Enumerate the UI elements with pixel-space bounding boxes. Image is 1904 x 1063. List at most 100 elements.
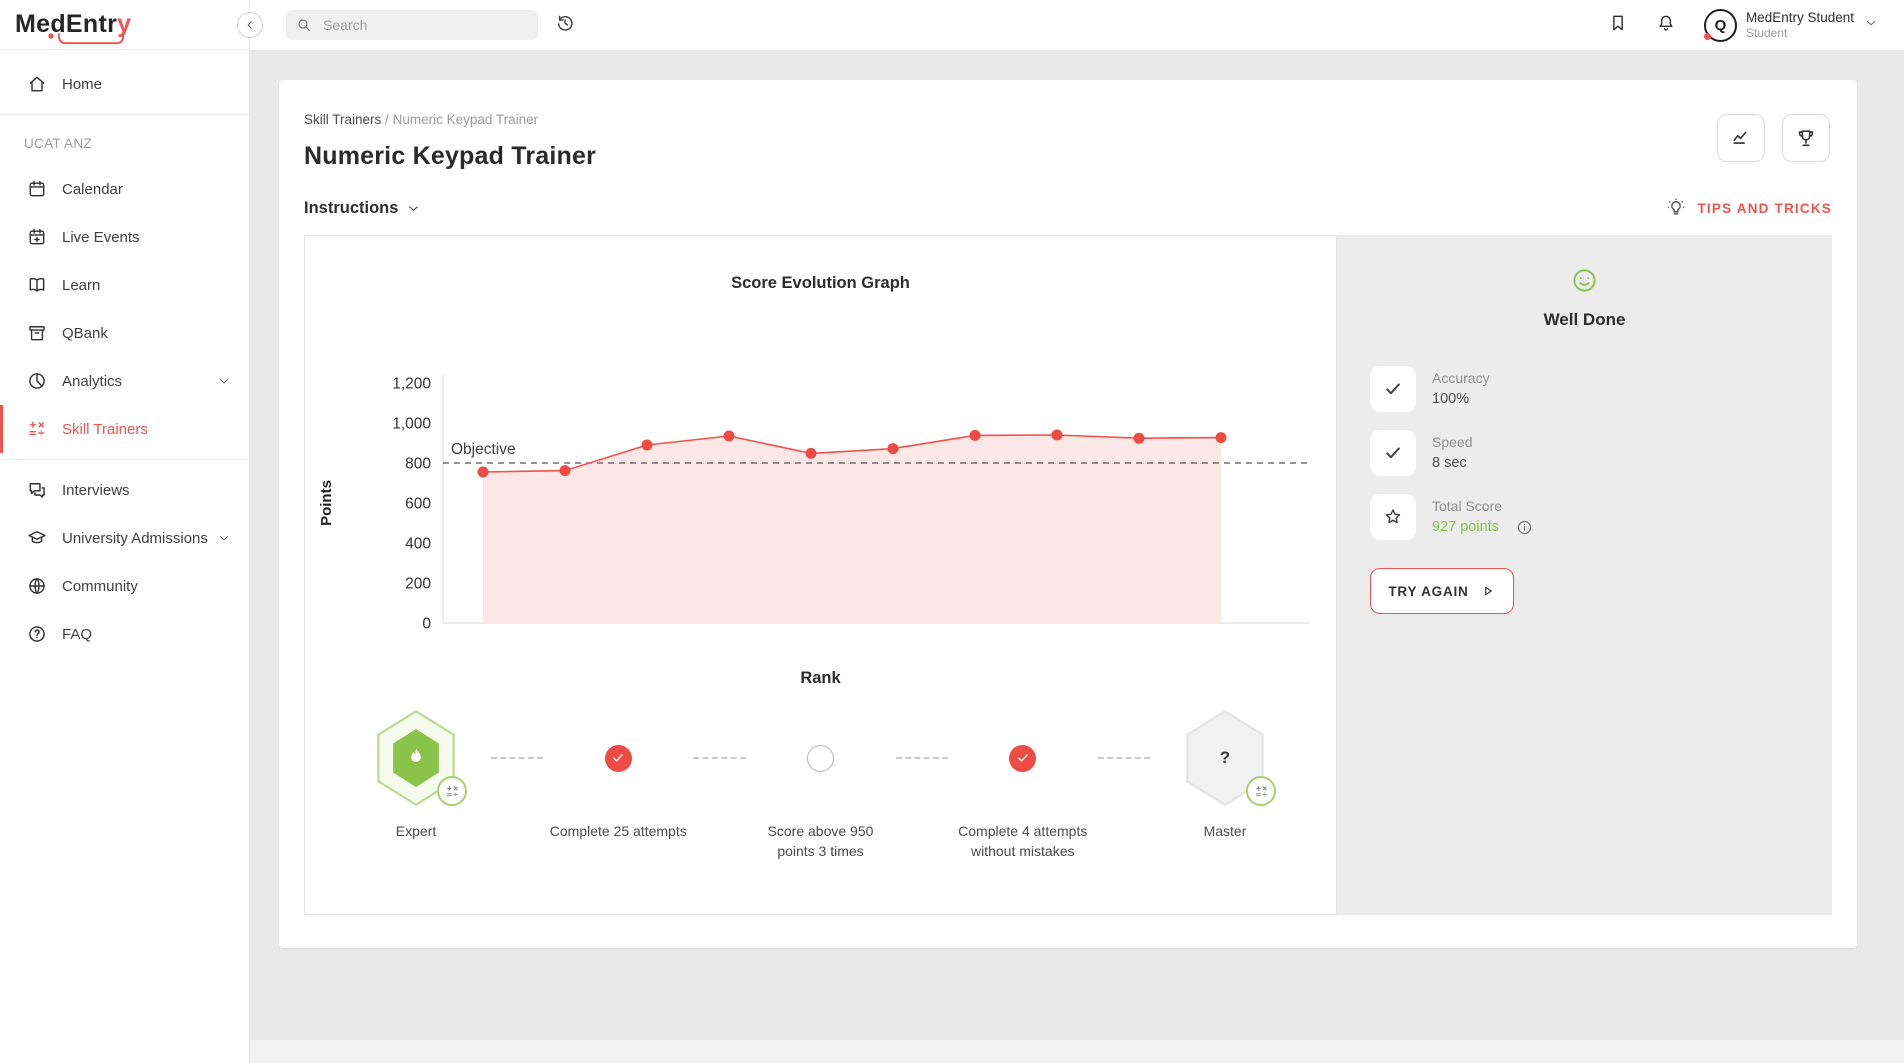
stat-icon-box [1370,430,1416,476]
achievements-button[interactable] [1782,114,1830,162]
medentry-logo[interactable]: MedEntry [15,10,132,45]
page-title: Numeric Keypad Trainer [304,142,597,170]
sidebar-collapse-button[interactable] [237,12,263,38]
sidebar-item-qbank[interactable]: QBank [0,309,249,357]
svg-text:Objective: Objective [451,441,516,458]
rank-step-pending-icon [807,744,834,772]
chev-down-icon [217,531,231,545]
notifications-button[interactable] [1656,13,1676,38]
stat-value: 927 points [1432,518,1533,536]
sidebar-item-label: Analytics [62,372,123,390]
chev-down-icon [217,374,231,388]
svg-text:1,000: 1,000 [392,416,431,433]
sidebar-item-label: Interviews [62,481,130,499]
svg-text:200: 200 [405,576,431,593]
results-heading: Well Done [1543,310,1626,329]
svg-text:400: 400 [405,536,431,553]
stat-icon-box [1370,494,1416,540]
stat-icon-box [1370,366,1416,412]
bell-icon [1656,13,1676,33]
logo-text-dark: MedEntr [15,10,118,38]
sidebar-item-label: QBank [62,324,108,342]
chart-title: Score Evolution Graph [731,274,910,292]
rank-step-complete-25-attempts: Complete 25 attempts [543,702,693,842]
score-evolution-chart: 0 200 400 600 800 1,000 1,200 Points Objective [318,375,1310,633]
sidebar-item-faq[interactable]: FAQ [0,610,249,658]
sidebar-item-calendar[interactable]: Calendar [0,165,249,213]
book-icon [27,275,47,295]
check-icon [1383,379,1403,399]
home-icon [27,74,47,94]
search-icon [296,17,312,33]
sidebar-item-analytics[interactable]: Analytics [0,357,249,405]
stat-value: 100% [1432,391,1470,408]
sidebar: MedEntry Home UCAT ANZ Calendar Live Events… [0,0,250,1063]
score-history-button[interactable] [1717,114,1765,162]
avatar: Q [1703,8,1737,42]
keypad-icon [1254,784,1269,799]
rank-step-score-above-950-points-3-times: Score above 950 points 3 times [746,702,896,861]
sidebar-item-live-events[interactable]: Live Events [0,213,249,261]
rank-connector [693,757,746,759]
rank-progression: Expert Complete 25 attempts Score above 95… [305,702,1336,861]
horizontal-scrollbar-track[interactable] [250,1040,1904,1063]
rank-step-complete-icon [1009,744,1037,772]
user-meta: MedEntry Student Student [1746,10,1854,41]
sidebar-item-label: Live Events [62,228,140,246]
rank-connector [895,757,948,759]
user-menu-chevron[interactable] [1864,16,1878,35]
stat-row-speed: Speed 8 sec [1370,430,1832,476]
chevron-left-icon [243,18,257,32]
stat-label: Total Score [1432,497,1503,514]
instructions-toggle[interactable]: Instructions [304,199,421,218]
rank-connector [491,757,544,759]
svg-text:1,200: 1,200 [392,376,431,393]
sidebar-item-skill-trainers[interactable]: Skill Trainers [0,405,249,453]
sidebar-item-label: Skill Trainers [62,420,148,438]
stat-row-accuracy: Accuracy 100% [1370,366,1832,412]
rank-step-complete-4-attempts-without-mistakes: Complete 4 attempts without mistakes [948,702,1098,861]
breadcrumb-parent[interactable]: Skill Trainers [304,112,382,127]
keypad-icon [445,784,460,799]
sidebar-item-home[interactable]: Home [0,60,249,108]
breadcrumb-separator: / [385,112,389,127]
sidebar-item-interviews[interactable]: Interviews [0,466,249,514]
stat-label: Speed [1432,433,1473,450]
info-icon[interactable] [1516,519,1533,536]
instructions-label: Instructions [304,198,399,217]
rank-step-icon-area: ? [1181,702,1276,814]
try-again-button[interactable]: TRY AGAIN [1370,568,1514,614]
sidebar-item-learn[interactable]: Learn [0,261,249,309]
instructions-row: Instructions TIPS AND TRICKS [304,198,1832,218]
rank-connector [1097,757,1150,759]
sidebar-section-label: UCAT ANZ [24,135,92,151]
bookmarks-button[interactable] [1608,13,1628,38]
stat-row-total-score: Total Score 927 points [1370,494,1832,540]
content-card: Skill Trainers / Numeric Keypad Trainer … [279,80,1857,948]
user-name: MedEntry Student [1745,9,1854,25]
logo-text-accent: y [117,10,132,38]
tips-and-tricks-button[interactable]: TIPS AND TRICKS [1666,198,1832,218]
sidebar-item-label: Calendar [62,180,123,198]
search-input[interactable] [321,16,516,34]
chevron-down-icon [406,201,421,216]
logo-row: MedEntry [0,0,249,50]
user-menu[interactable]: Q MedEntry Student Student [1703,8,1878,42]
keypad-badge [1246,776,1276,806]
stat-label: Accuracy [1432,369,1490,386]
sidebar-item-university-admissions[interactable]: University Admissions [0,514,249,562]
rank-step-label: Score above 950 points 3 times [767,823,874,859]
smiley-icon [1571,267,1598,294]
trend-chart-icon [1730,127,1752,149]
play-icon [1480,583,1496,599]
sidebar-item-label: Learn [62,276,101,294]
history-button[interactable] [555,13,575,38]
rank-step-label: Complete 25 attempts [549,823,687,839]
chart-panel: Score Evolution Graph 0 200 400 600 800 1,000… [304,235,1337,915]
search-box [286,10,538,40]
sidebar-item-community[interactable]: Community [0,562,249,610]
rank-step-master: ? Master [1150,702,1300,842]
calendar-icon [27,179,47,199]
chevron-down-icon [1864,16,1878,30]
keypad-badge [437,776,467,806]
